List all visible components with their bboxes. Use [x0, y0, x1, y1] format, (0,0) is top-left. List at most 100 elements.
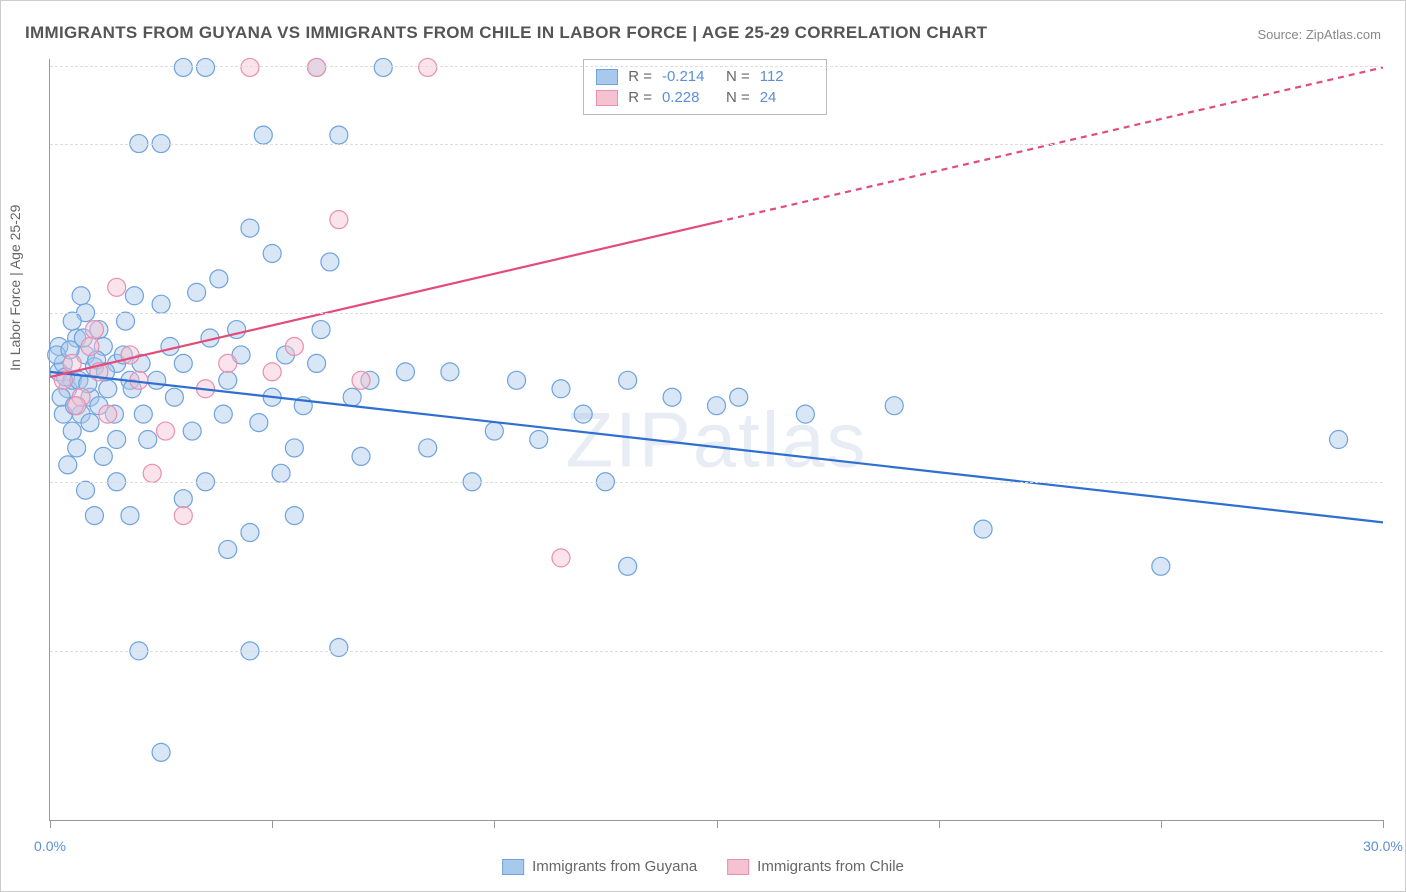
- data-point: [210, 270, 228, 288]
- data-point: [81, 337, 99, 355]
- data-point: [343, 388, 361, 406]
- data-point: [308, 58, 326, 76]
- data-point: [574, 405, 592, 423]
- data-point: [157, 422, 175, 440]
- legend-series-name: Immigrants from Guyana: [532, 858, 697, 875]
- data-point: [81, 414, 99, 432]
- x-tick: [717, 820, 718, 828]
- data-point: [263, 363, 281, 381]
- data-point: [72, 287, 90, 305]
- x-tick: [1161, 820, 1162, 828]
- data-point: [241, 524, 259, 542]
- data-point: [272, 464, 290, 482]
- data-point: [68, 397, 86, 415]
- data-point: [63, 312, 81, 330]
- series-legend: Immigrants from Guyana Immigrants from C…: [502, 858, 904, 875]
- data-point: [174, 490, 192, 508]
- data-point: [552, 549, 570, 567]
- x-tick: [50, 820, 51, 828]
- legend-n-value: 24: [760, 89, 814, 106]
- data-point: [174, 354, 192, 372]
- data-point: [108, 431, 126, 449]
- legend-row: R = 0.228 N = 24: [596, 87, 814, 108]
- data-point: [321, 253, 339, 271]
- x-tick: [272, 820, 273, 828]
- legend-n-label: N =: [726, 89, 750, 106]
- data-point: [352, 371, 370, 389]
- data-point: [108, 278, 126, 296]
- data-point: [174, 58, 192, 76]
- data-point: [99, 405, 117, 423]
- legend-r-label: R =: [628, 68, 652, 85]
- y-axis-label: In Labor Force | Age 25-29: [7, 205, 23, 371]
- data-point: [530, 431, 548, 449]
- data-point: [188, 283, 206, 301]
- data-point: [85, 507, 103, 525]
- gridline: [50, 144, 1383, 145]
- data-point: [285, 337, 303, 355]
- trend-line: [50, 372, 1383, 523]
- data-point: [441, 363, 459, 381]
- x-tick: [939, 820, 940, 828]
- data-point: [117, 312, 135, 330]
- data-point: [1330, 431, 1348, 449]
- data-point: [508, 371, 526, 389]
- legend-item: Immigrants from Guyana: [502, 858, 697, 875]
- data-point: [68, 439, 86, 457]
- gridline: [50, 482, 1383, 483]
- data-point: [165, 388, 183, 406]
- data-point: [708, 397, 726, 415]
- data-point: [214, 405, 232, 423]
- plot-area: ZIPatlas R = -0.214 N = 112 R = 0.228 N …: [49, 59, 1383, 821]
- x-tick: [494, 820, 495, 828]
- legend-row: R = -0.214 N = 112: [596, 66, 814, 87]
- data-point: [308, 354, 326, 372]
- data-point: [396, 363, 414, 381]
- gridline: [50, 313, 1383, 314]
- data-point: [152, 743, 170, 761]
- data-point: [263, 244, 281, 262]
- legend-swatch: [502, 859, 524, 875]
- legend-n-label: N =: [726, 68, 750, 85]
- data-point: [219, 371, 237, 389]
- data-point: [143, 464, 161, 482]
- data-point: [250, 414, 268, 432]
- data-point: [121, 346, 139, 364]
- data-point: [85, 321, 103, 339]
- data-point: [619, 557, 637, 575]
- legend-n-value: 112: [760, 68, 814, 85]
- data-point: [219, 354, 237, 372]
- data-point: [148, 371, 166, 389]
- data-point: [125, 287, 143, 305]
- data-point: [330, 211, 348, 229]
- data-point: [134, 405, 152, 423]
- data-point: [59, 456, 77, 474]
- legend-r-label: R =: [628, 89, 652, 106]
- source-prefix: Source:: [1257, 27, 1305, 42]
- x-tick-label: 30.0%: [1363, 838, 1403, 854]
- data-point: [152, 295, 170, 313]
- legend-swatch: [596, 69, 618, 85]
- plot-svg: [50, 59, 1383, 820]
- data-point: [796, 405, 814, 423]
- gridline: [50, 651, 1383, 652]
- correlation-legend: R = -0.214 N = 112 R = 0.228 N = 24: [583, 59, 827, 115]
- data-point: [77, 481, 95, 499]
- legend-swatch: [596, 90, 618, 106]
- data-point: [197, 58, 215, 76]
- data-point: [183, 422, 201, 440]
- data-point: [619, 371, 637, 389]
- data-point: [419, 58, 437, 76]
- data-point: [663, 388, 681, 406]
- legend-item: Immigrants from Chile: [727, 858, 904, 875]
- data-point: [63, 422, 81, 440]
- data-point: [174, 507, 192, 525]
- data-point: [285, 507, 303, 525]
- data-point: [312, 321, 330, 339]
- chart-title: IMMIGRANTS FROM GUYANA VS IMMIGRANTS FRO…: [25, 23, 987, 43]
- data-point: [974, 520, 992, 538]
- data-point: [419, 439, 437, 457]
- data-point: [552, 380, 570, 398]
- legend-series-name: Immigrants from Chile: [757, 858, 904, 875]
- source-link[interactable]: ZipAtlas.com: [1306, 27, 1381, 42]
